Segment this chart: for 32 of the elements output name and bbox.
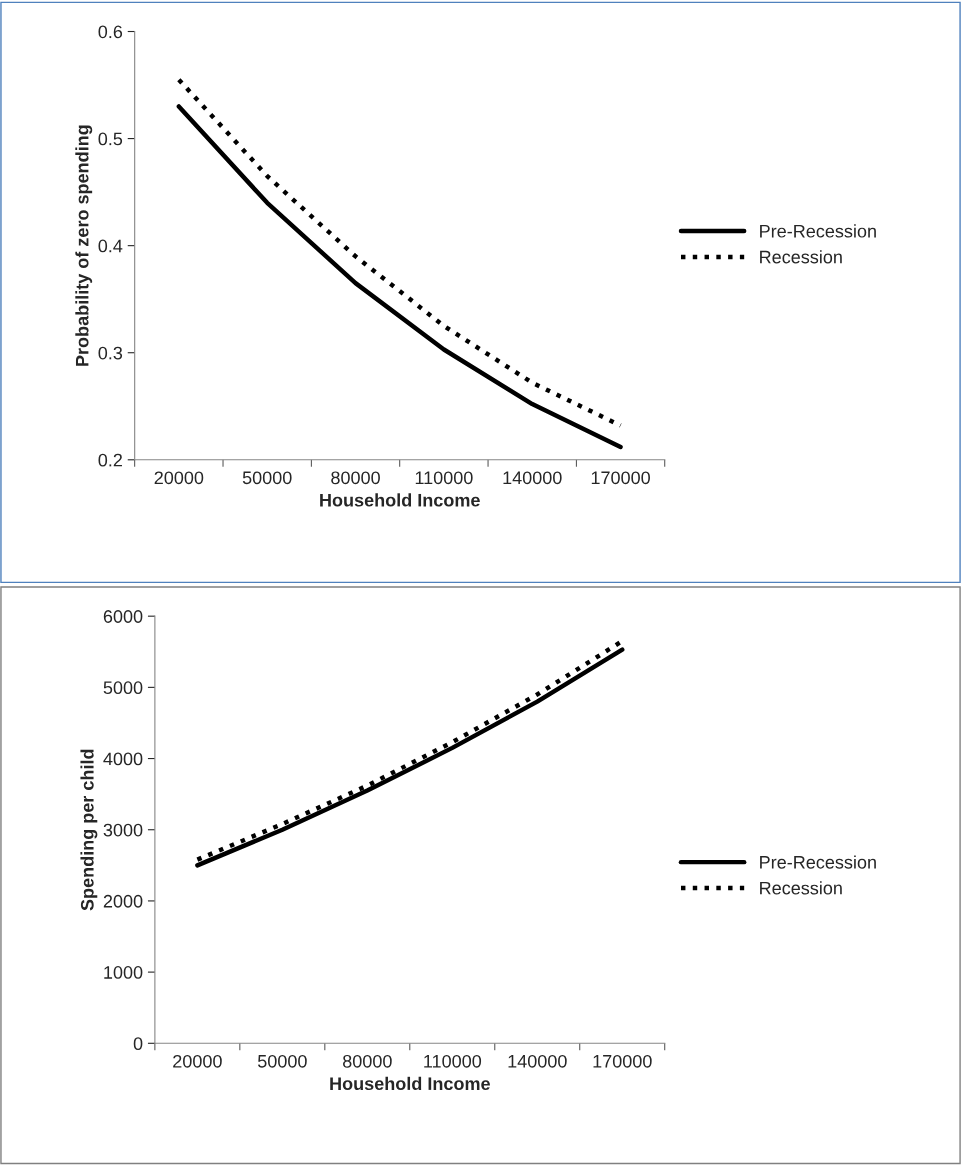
x-tick-label: 50000 <box>257 1054 307 1068</box>
y-tick-label: 0.4 <box>98 239 123 253</box>
y-tick-label: 0.2 <box>98 453 122 467</box>
y-tick-label: 3000 <box>103 823 143 837</box>
x-tick-label: 110000 <box>424 1054 482 1068</box>
x-axis-title: Household Income <box>330 1076 490 1091</box>
x-tick-label: 110000 <box>415 471 473 485</box>
legend-label: Recession <box>760 881 842 895</box>
x-tick-label: 50000 <box>242 471 292 485</box>
x-axis-title: Household Income <box>320 493 480 507</box>
y-tick-label: 0.3 <box>98 346 123 360</box>
y-tick-label: 2000 <box>103 894 143 908</box>
y-axis-title: Spending per child <box>80 749 98 911</box>
x-tick-label: 140000 <box>508 1054 567 1068</box>
x-tick-label: 170000 <box>593 1054 652 1068</box>
x-tick-label: 80000 <box>343 1054 392 1068</box>
y-tick-label: 4000 <box>103 752 143 766</box>
y-tick-label: 1000 <box>104 966 143 979</box>
y-tick-label: 5000 <box>103 681 143 695</box>
y-axis-title: Probability of zero spending <box>75 125 93 366</box>
x-tick-label: 140000 <box>503 471 562 485</box>
y-tick-label: 0 <box>133 1037 143 1051</box>
y-tick-label: 0.6 <box>98 25 123 39</box>
x-tick-label: 170000 <box>591 471 650 485</box>
y-tick-label: 6000 <box>103 610 143 623</box>
x-tick-label: 80000 <box>331 471 380 485</box>
x-tick-label: 20000 <box>173 1054 222 1068</box>
legend-label: Pre-Recession <box>760 224 876 238</box>
legend-label: Recession <box>760 250 842 264</box>
x-tick-label: 20000 <box>154 471 204 485</box>
legend-label: Pre-Recession <box>760 855 876 869</box>
y-tick-label: 0.5 <box>98 132 123 146</box>
